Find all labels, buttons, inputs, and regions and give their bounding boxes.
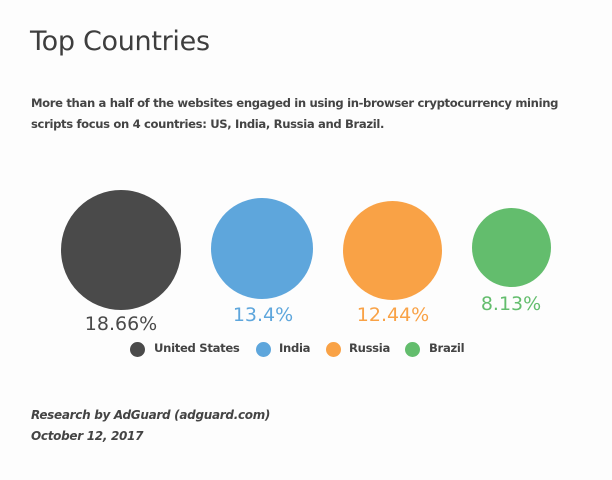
legend-label-brazil: Brazil — [429, 341, 465, 355]
research-credit: Research by AdGuard (adguard.com) — [31, 408, 271, 422]
chart-title: Top Countries — [30, 26, 210, 57]
legend-dot-icon-brazil — [405, 342, 420, 357]
value-label-india: 13.4% — [232, 304, 294, 326]
legend-dot-icon-russia — [326, 342, 341, 357]
chart-subtitle: More than a half of the websites engaged… — [31, 96, 559, 131]
legend-dot-icon-united-states — [130, 342, 145, 357]
legend-label-russia: Russia — [349, 341, 390, 355]
legend-label-india: India — [279, 341, 311, 355]
bubble-united-states — [61, 190, 181, 310]
legend-dot-icon-india — [256, 342, 271, 357]
bubble-brazil — [472, 208, 551, 287]
value-label-brazil: 8.13% — [480, 293, 542, 315]
bubble-russia — [343, 201, 442, 300]
publication-date: October 12, 2017 — [31, 429, 144, 443]
value-label-russia: 12.44% — [356, 304, 430, 326]
bubble-india — [211, 198, 313, 299]
value-label-united-states: 18.66% — [84, 313, 158, 335]
legend-label-united-states: United States — [154, 341, 240, 355]
